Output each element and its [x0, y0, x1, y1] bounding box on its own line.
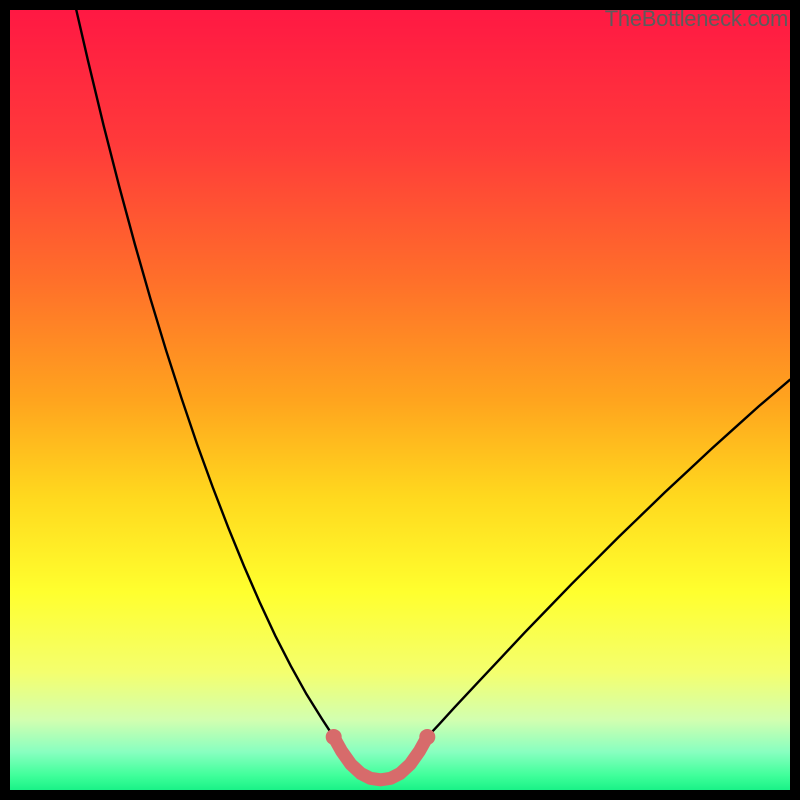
chart-svg	[0, 0, 800, 800]
highlight-endpoint-left	[326, 729, 342, 745]
bottleneck-chart	[0, 0, 800, 800]
gradient-background	[0, 0, 800, 800]
watermark-text: TheBottleneck.com	[605, 6, 788, 32]
highlight-endpoint-right	[419, 729, 435, 745]
